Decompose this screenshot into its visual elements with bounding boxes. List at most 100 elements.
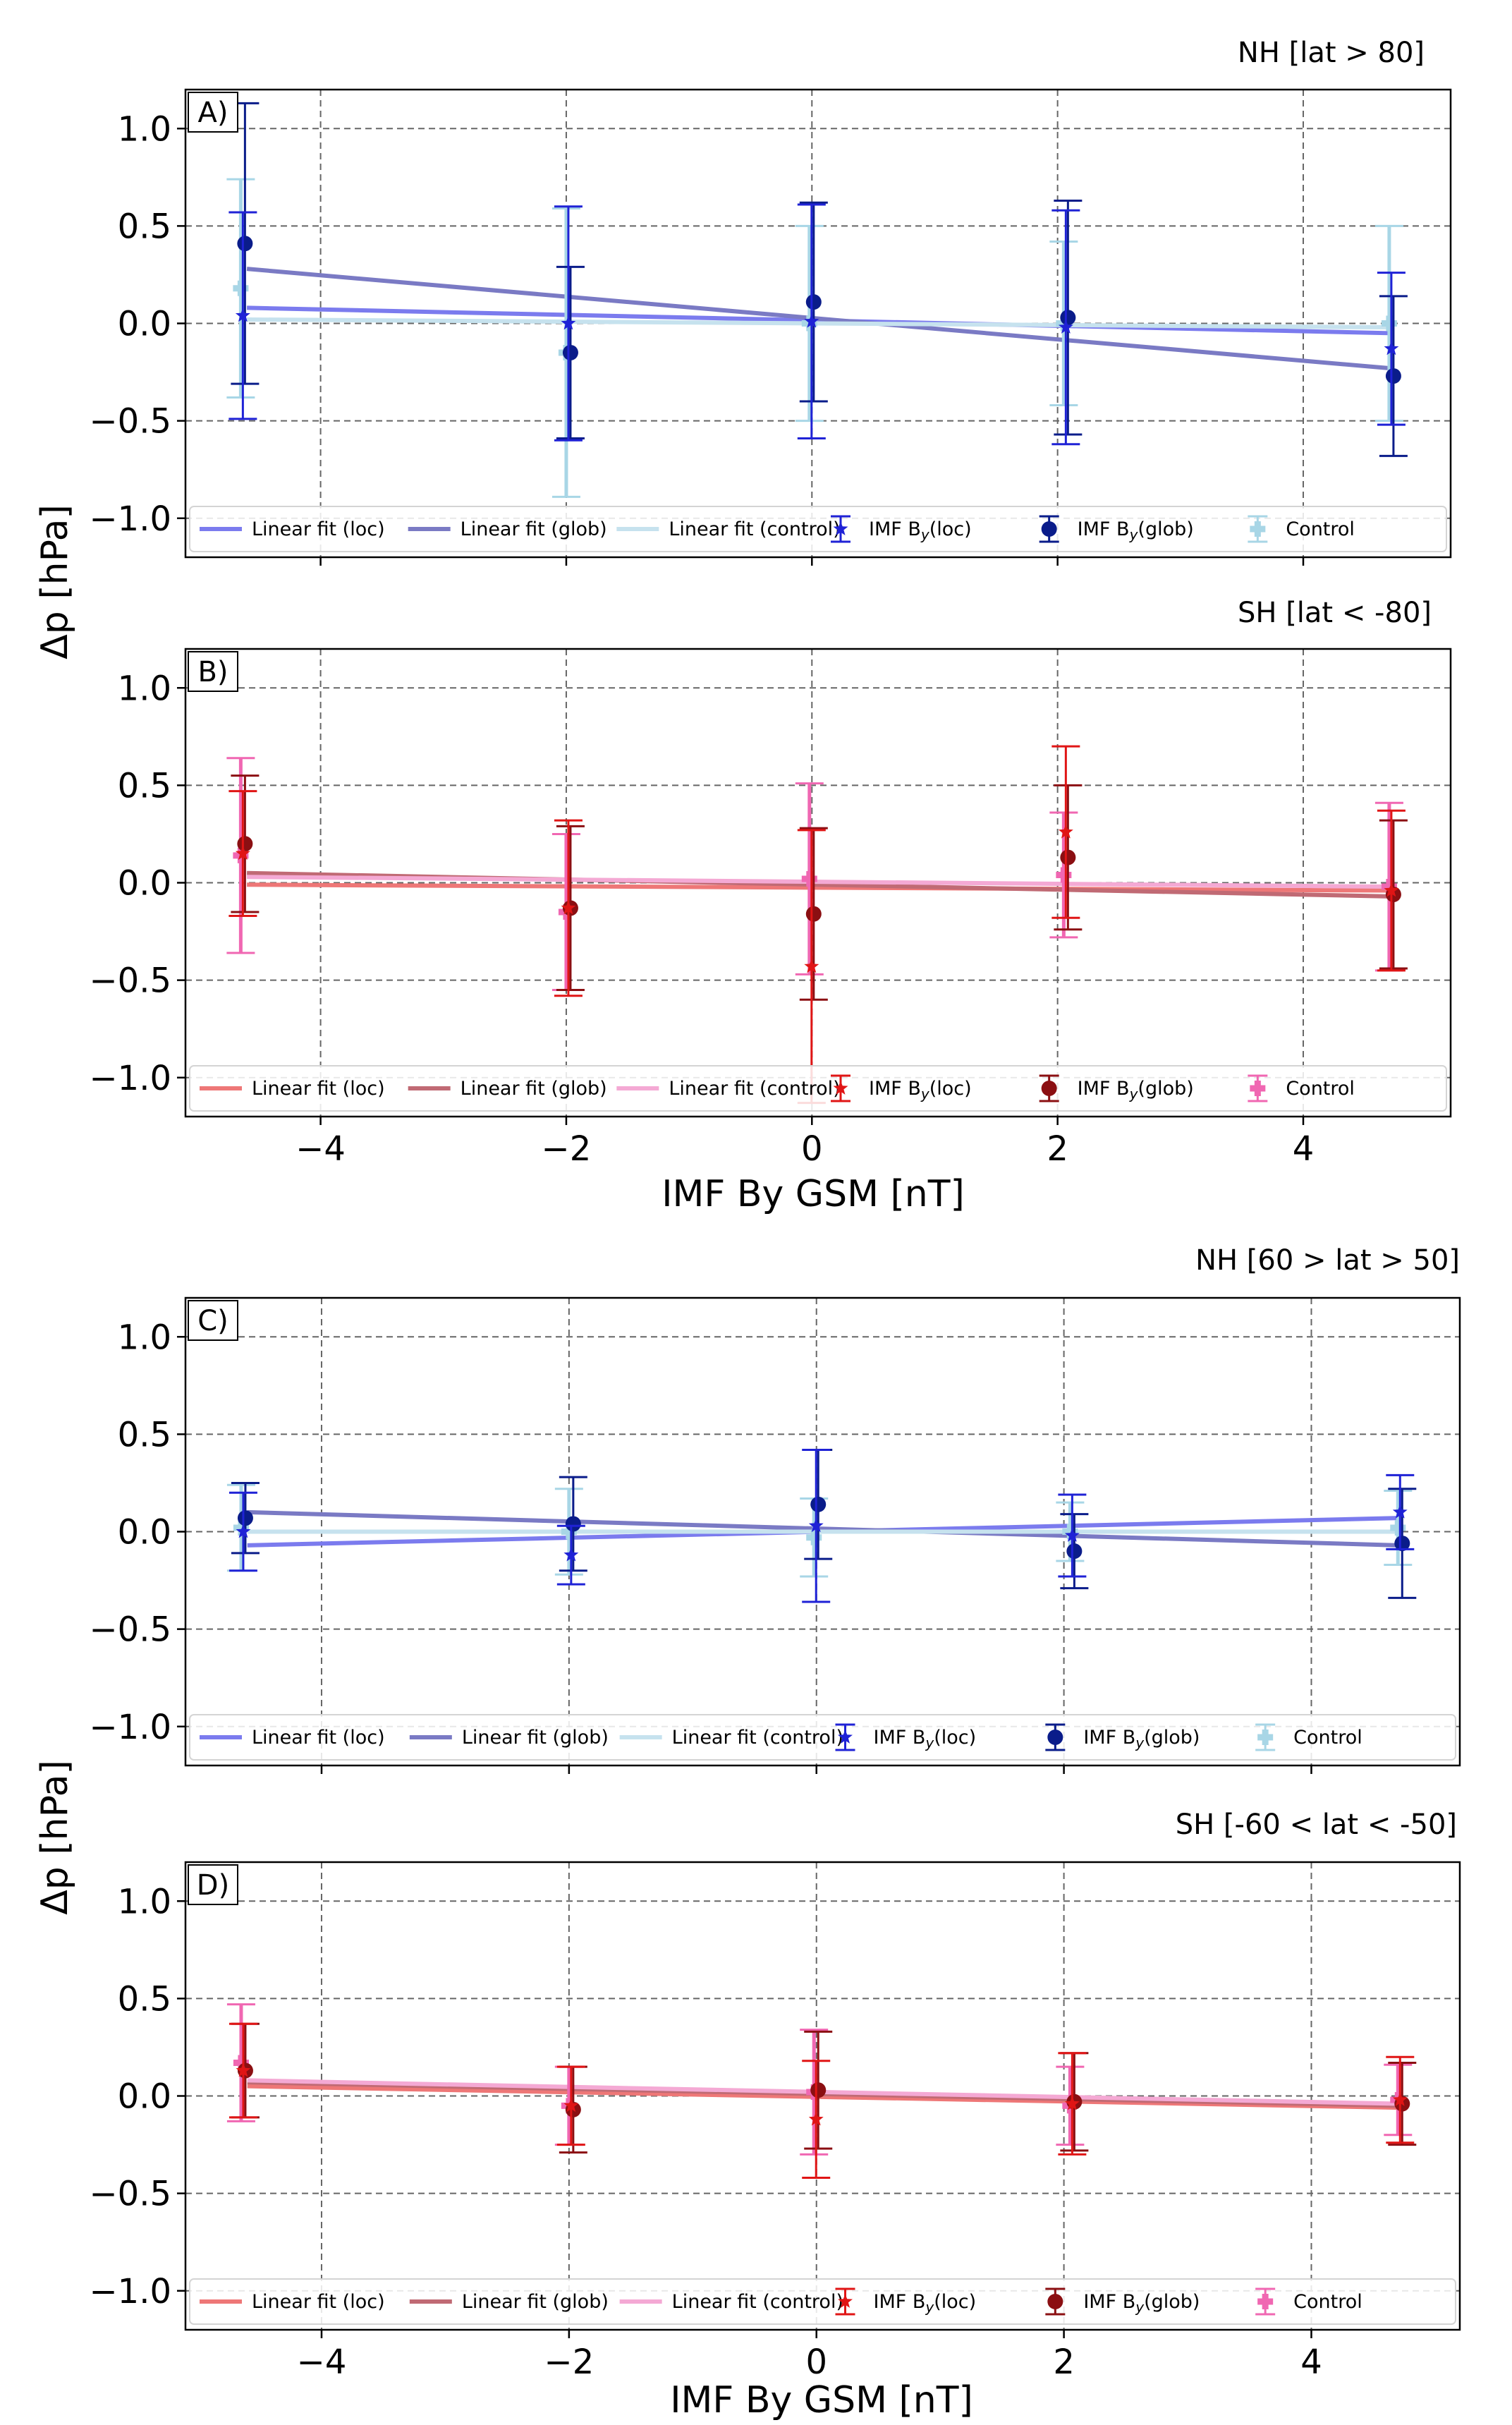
y-tick-label: 0.0 bbox=[118, 864, 171, 904]
panel-title: SH [lat < -80] bbox=[1238, 597, 1432, 629]
panel-4: SH [-60 < lat < -50] −4 −2 0 2 4 1.0 0.5 0.0 −0.5… bbox=[89, 1809, 1461, 2382]
legend-label: Control bbox=[1293, 1727, 1362, 1749]
xlabel-bottom: IMF By GSM [nT] bbox=[670, 2379, 973, 2421]
panel-label-box bbox=[188, 92, 238, 133]
x-tick-label: −2 bbox=[544, 2342, 594, 2382]
y-tick-label: −0.5 bbox=[89, 1610, 171, 1650]
data-point-loc bbox=[1392, 1504, 1408, 1519]
x-tick-label: −4 bbox=[297, 2342, 347, 2382]
y-tick-label: −1.0 bbox=[89, 1059, 171, 1098]
data-point-loc bbox=[808, 2111, 824, 2126]
legend-item: Linear fit (loc) bbox=[200, 2291, 385, 2313]
legend-plus-icon bbox=[1257, 1730, 1274, 1745]
data-point-glob bbox=[565, 1516, 581, 1532]
fit-line-loc bbox=[247, 2084, 1398, 2110]
legend-label: Linear fit (loc) bbox=[252, 1078, 385, 1100]
data-point-control bbox=[1062, 1524, 1078, 1540]
data-point-loc bbox=[804, 313, 819, 328]
data-point-glob bbox=[562, 344, 578, 360]
legend-circle-icon bbox=[1047, 1730, 1063, 1745]
fit-line-loc bbox=[247, 882, 1389, 893]
data-point-loc bbox=[1384, 341, 1399, 355]
x-tick-label: 4 bbox=[1300, 2342, 1322, 2382]
y-tick-label: 0.5 bbox=[118, 1979, 171, 2019]
legend-item: Linear fit (control) bbox=[619, 1727, 843, 1749]
panel-2: SH [lat < -80] −4 −2 0 2 4 1.0 0.5 0.0 −0.5 −1.0 Li… bbox=[89, 597, 1452, 1169]
data-point-loc bbox=[1392, 2092, 1408, 2106]
legend-star-icon bbox=[833, 1081, 848, 1095]
axes-frame bbox=[184, 1296, 1461, 1767]
y-tick-label: 0.0 bbox=[118, 1513, 171, 1552]
legend-label: Linear fit (glob) bbox=[461, 518, 607, 540]
data-point-loc bbox=[235, 308, 250, 322]
data-point-glob bbox=[237, 1510, 253, 1526]
panel-label: D) bbox=[188, 1864, 238, 1905]
panel-title: NH [60 > lat > 50] bbox=[1195, 1244, 1460, 1277]
legend-label: IMF By(glob) bbox=[1083, 1727, 1200, 1751]
axes-frame bbox=[184, 1861, 1461, 2331]
legend-label: Linear fit (loc) bbox=[252, 2291, 385, 2313]
panel-3: NH [60 > lat > 50] 1.0 0.5 0.0 −0.5 −1.0 Linea… bbox=[89, 1244, 1461, 1774]
data-point-glob bbox=[810, 2082, 827, 2098]
data-point-loc bbox=[1384, 882, 1399, 897]
fit-line-glob bbox=[247, 1509, 1398, 1548]
data-point-loc bbox=[561, 315, 576, 330]
data-point-loc bbox=[804, 959, 819, 973]
plot-area bbox=[226, 2003, 1417, 2180]
panel-label-box bbox=[188, 651, 238, 692]
y-tick-label: 0.5 bbox=[118, 1415, 171, 1454]
data-point-loc bbox=[235, 846, 250, 860]
plot-area bbox=[226, 1448, 1417, 1603]
y-tick-label: 1.0 bbox=[118, 1318, 171, 1357]
legend-item: Linear fit (control) bbox=[616, 1078, 841, 1100]
ylabel-bottom: Δp [hPa] bbox=[34, 1760, 76, 1915]
legend-item: Linear fit (loc) bbox=[200, 1078, 385, 1100]
data-point-glob bbox=[1060, 310, 1076, 326]
legend-item: IMF By(loc) bbox=[835, 2287, 976, 2316]
legend-circle-icon bbox=[1041, 1081, 1057, 1096]
data-point-control bbox=[1056, 867, 1072, 883]
panel-label: B) bbox=[188, 651, 238, 692]
x-tick-label: −2 bbox=[542, 1129, 592, 1169]
panel-title: NH [lat > 80] bbox=[1238, 37, 1425, 69]
legend-label: IMF By(loc) bbox=[874, 1727, 977, 1751]
x-tick-label: 2 bbox=[1047, 1129, 1068, 1169]
panel-label-text: C) bbox=[197, 1305, 228, 1337]
data-point-loc bbox=[236, 1524, 251, 1538]
legend-item: Linear fit (glob) bbox=[408, 518, 607, 540]
panel-1: NH [lat > 80] 1.0 0.5 0.0 −0.5 −1.0 Linear fit… bbox=[89, 37, 1452, 566]
legend-plus-icon bbox=[1250, 1081, 1266, 1096]
legend-item: IMF By(loc) bbox=[831, 515, 972, 543]
fit-line-control bbox=[247, 875, 1389, 889]
legend-label: Linear fit (glob) bbox=[462, 2291, 609, 2313]
panel-label-box bbox=[188, 1300, 238, 1341]
y-tick-label: 1.0 bbox=[118, 669, 171, 708]
legend-item: Linear fit (control) bbox=[619, 2291, 843, 2313]
legend-label: Linear fit (control) bbox=[672, 2291, 843, 2313]
legend-star-icon bbox=[838, 1730, 853, 1744]
legend-label: Control bbox=[1286, 518, 1355, 540]
legend-box bbox=[189, 506, 1447, 552]
data-point-glob bbox=[805, 294, 822, 310]
legend-item: IMF By(glob) bbox=[1045, 1723, 1200, 1751]
data-point-loc bbox=[1058, 320, 1073, 334]
x-tick-label: 4 bbox=[1293, 1129, 1315, 1169]
y-tick-label: −1.0 bbox=[89, 1708, 171, 1747]
legend-box bbox=[189, 1065, 1447, 1112]
y-tick-label: 1.0 bbox=[118, 1882, 171, 1921]
legend-item: Control bbox=[1248, 1074, 1355, 1102]
legend-item: Linear fit (loc) bbox=[200, 518, 385, 540]
x-tick-label: 0 bbox=[801, 1129, 823, 1169]
legend-label: Linear fit (glob) bbox=[461, 1078, 607, 1100]
data-point-loc bbox=[563, 1547, 579, 1562]
fit-line-glob bbox=[246, 267, 1390, 371]
legend-item: Linear fit (loc) bbox=[200, 1727, 385, 1749]
legend-plus-icon bbox=[1257, 2294, 1274, 2309]
x-tick-label: 2 bbox=[1053, 2342, 1075, 2382]
y-tick-label: −0.5 bbox=[89, 402, 171, 442]
y-tick-label: 0.0 bbox=[118, 305, 171, 344]
legend-item: Control bbox=[1255, 2287, 1362, 2316]
data-point-loc bbox=[1064, 1528, 1080, 1542]
data-point-control bbox=[806, 1529, 822, 1545]
